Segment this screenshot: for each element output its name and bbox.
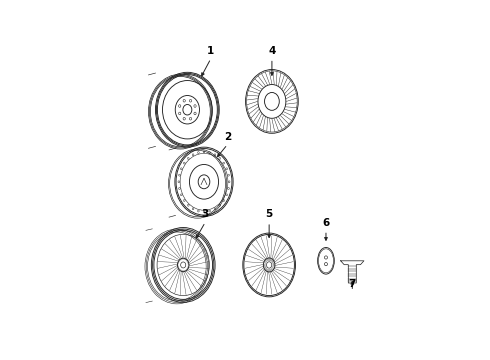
Text: 2: 2 (224, 132, 231, 141)
Text: 4: 4 (268, 46, 275, 56)
Text: 3: 3 (202, 209, 209, 219)
Text: 1: 1 (207, 46, 215, 56)
Text: 6: 6 (322, 217, 330, 228)
Text: 5: 5 (266, 209, 273, 219)
Text: 7: 7 (348, 279, 356, 288)
